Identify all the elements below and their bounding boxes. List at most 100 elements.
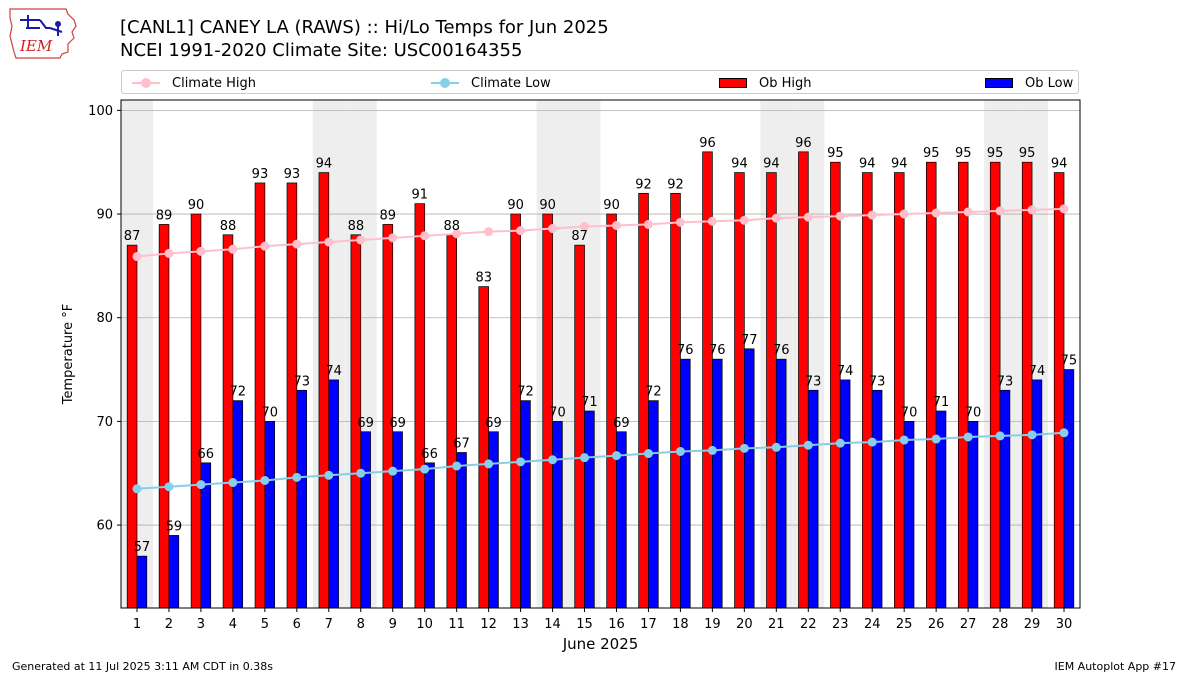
ob-low-bar [775,358,787,609]
iowa-outline-icon [9,8,77,59]
ob-high-label: 95 [987,146,1004,161]
ob-low-label: 74 [1029,364,1046,379]
ob-high-label: 93 [252,167,269,182]
ob-low-bar [232,400,244,609]
climate-low-point [388,466,398,476]
climate-high-point [867,210,877,220]
climate-high-point [803,212,813,222]
ob-low-bar [871,389,883,609]
weather-station-icon [20,15,63,36]
climate-high-point [548,224,558,234]
climate-high-point [995,206,1005,216]
x-tick-label: 20 [736,617,753,632]
climate-low-point [995,431,1005,441]
climate-low-point [228,478,238,488]
ob-low-bar [552,421,563,609]
climate-low-line [136,431,1065,490]
ob-high-bar [606,213,617,609]
chart-subtitle: NCEI 1991-2020 Climate Site: USC00164355 [120,40,523,61]
ob-low-bar [999,389,1011,609]
legend: Climate High Climate Low Ob High Ob Low [121,70,1079,94]
climate-low-point [643,449,653,459]
ob-high-label: 95 [1019,146,1036,161]
ob-high-bar [190,213,202,609]
ob-high-label: 88 [348,219,365,234]
climate-high-point [931,208,941,218]
ob-low-label: 59 [166,519,183,534]
ob-low-bar [680,358,691,609]
x-tick-label: 9 [389,617,397,632]
ob-high-label: 94 [763,157,780,172]
legend-item-climate-low: Climate Low [431,74,551,92]
x-tick-label: 19 [704,617,721,632]
ob-high-label: 90 [188,198,205,213]
logo-text: IEM [19,37,53,55]
ob-low-label: 72 [517,385,534,400]
ob-low-bar [903,421,915,609]
autoplot-app-label: IEM Autoplot App #17 [1054,660,1177,673]
y-tick-label: 60 [96,519,113,534]
ob-low-label: 76 [677,343,694,358]
climate-high-point [835,211,845,221]
ob-low-bar [168,535,180,609]
ob-high-bar [862,172,873,609]
climate-low-point [164,482,174,492]
chart-title: [CANL1] CANEY LA (RAWS) :: Hi/Lo Temps f… [120,17,609,38]
ob-high-label: 94 [316,157,333,172]
x-tick-label: 17 [640,617,657,632]
climate-low-point [292,472,302,482]
x-tick-label: 1 [133,617,141,632]
ob-low-patch-icon [985,78,1013,88]
ob-high-label: 96 [795,136,812,151]
x-tick-label: 25 [896,617,913,632]
climate-low-point [611,451,621,461]
x-tick-label: 13 [512,617,529,632]
ob-low-bar [712,358,723,609]
ob-low-label: 69 [485,416,502,431]
ob-low-label: 69 [613,416,630,431]
ob-low-bar [136,555,148,609]
climate-high-point [420,231,430,241]
ob-high-bar [766,172,777,609]
ob-high-bar [957,161,969,609]
x-tick-label: 6 [293,617,301,632]
climate-low-point [675,446,685,456]
ob-low-bar [456,452,467,609]
ob-high-label: 93 [284,167,301,182]
ob-high-label: 95 [923,146,940,161]
climate-high-point [484,227,494,237]
ob-low-bar [360,431,371,609]
climate-high-point [611,220,621,230]
ob-high-label: 89 [380,208,397,223]
ob-high-label: 87 [571,229,588,244]
ob-high-label: 92 [667,177,684,192]
climate-high-point [516,226,526,236]
ob-high-bar [925,161,937,609]
ob-high-bar [446,234,458,609]
climate-low-point [707,445,717,455]
ob-low-label: 76 [709,343,726,358]
climate-high-point [707,216,717,226]
ob-high-label: 91 [412,188,429,203]
climate-low-point [196,480,206,490]
climate-low-line-icon [431,76,459,90]
x-tick-label: 5 [261,617,269,632]
ob-low-bar [967,421,979,609]
ob-high-bar [894,172,905,609]
ob-low-label: 71 [933,395,950,410]
ob-low-label: 70 [261,405,278,420]
ob-low-label: 71 [581,395,598,410]
ob-low-bar [424,462,435,609]
ob-low-bar [648,400,659,609]
climate-low-point [803,440,813,450]
x-tick-label: 7 [325,617,333,632]
legend-label-ob-high: Ob High [759,75,812,91]
ob-high-label: 94 [891,157,908,172]
ob-low-bar [807,389,819,609]
ob-low-label: 66 [198,447,215,462]
ob-high-bar [1021,161,1033,609]
ob-high-bar [478,286,489,609]
ob-low-bar [520,400,531,609]
x-tick-label: 22 [800,617,817,632]
